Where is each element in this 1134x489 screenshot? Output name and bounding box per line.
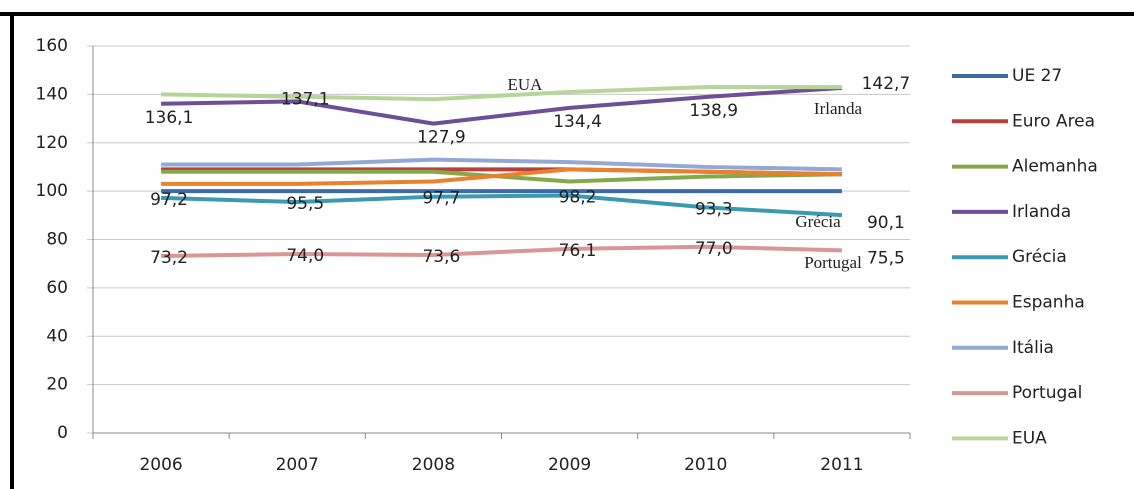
y-tick-label: 40: [46, 326, 68, 346]
x-tick-label: 2007: [276, 455, 319, 475]
data-label: 93,3: [695, 199, 733, 219]
data-label: 98,2: [559, 187, 597, 207]
data-label: 127,9: [417, 128, 466, 148]
data-label: 76,1: [559, 241, 597, 261]
data-label: 134,4: [553, 112, 602, 132]
data-label: 97,7: [422, 189, 460, 209]
data-label: 97,2: [150, 190, 188, 210]
x-tick-label: 2009: [548, 455, 591, 475]
y-tick-label: 0: [57, 423, 68, 443]
y-tick-label: 160: [36, 36, 68, 56]
y-tick-label: 140: [36, 84, 68, 104]
y-tick-label: 100: [36, 181, 68, 201]
legend-label: Irlanda: [1012, 202, 1071, 222]
annotation: Irlanda: [814, 99, 863, 118]
legend-label: Espanha: [1012, 293, 1085, 313]
legend-label: Alemanha: [1012, 157, 1098, 177]
legend-label: EUA: [1012, 428, 1047, 448]
series-line: [161, 167, 842, 186]
annotation: Portugal: [804, 253, 862, 272]
data-label: 73,6: [422, 247, 460, 267]
x-tick-label: 2006: [139, 455, 182, 475]
data-label: 73,2: [150, 248, 188, 268]
x-tick-label: 2008: [412, 455, 455, 475]
series-line: [161, 157, 842, 172]
legend-label: Portugal: [1012, 383, 1082, 403]
annotation: EUA: [508, 75, 544, 94]
annotation: Grécia: [795, 212, 841, 231]
data-label: 75,5: [867, 248, 905, 268]
y-tick-label: 120: [36, 133, 68, 153]
data-label: 138,9: [689, 101, 738, 121]
legend-label: Euro Area: [1012, 111, 1095, 131]
x-tick-label: 2010: [684, 455, 727, 475]
y-tick-label: 20: [46, 375, 68, 395]
series-line: [161, 85, 842, 102]
legend-label: Grécia: [1012, 247, 1067, 267]
legend-label: UE 27: [1012, 66, 1062, 86]
x-tick-label: 2011: [820, 455, 863, 475]
series-line: [161, 85, 843, 126]
data-label: 74,0: [286, 246, 324, 266]
data-label: 136,1: [145, 108, 194, 128]
data-label: 90,1: [867, 213, 905, 233]
data-label: 142,7: [862, 74, 911, 94]
series-line: [161, 193, 843, 218]
data-label: 95,5: [286, 194, 324, 214]
y-tick-label: 60: [46, 278, 68, 298]
legend-label: Itália: [1012, 338, 1054, 358]
data-label: 137,1: [281, 89, 330, 109]
series-line: [161, 244, 842, 258]
y-tick-label: 80: [46, 230, 68, 250]
data-label: 77,0: [695, 239, 733, 259]
